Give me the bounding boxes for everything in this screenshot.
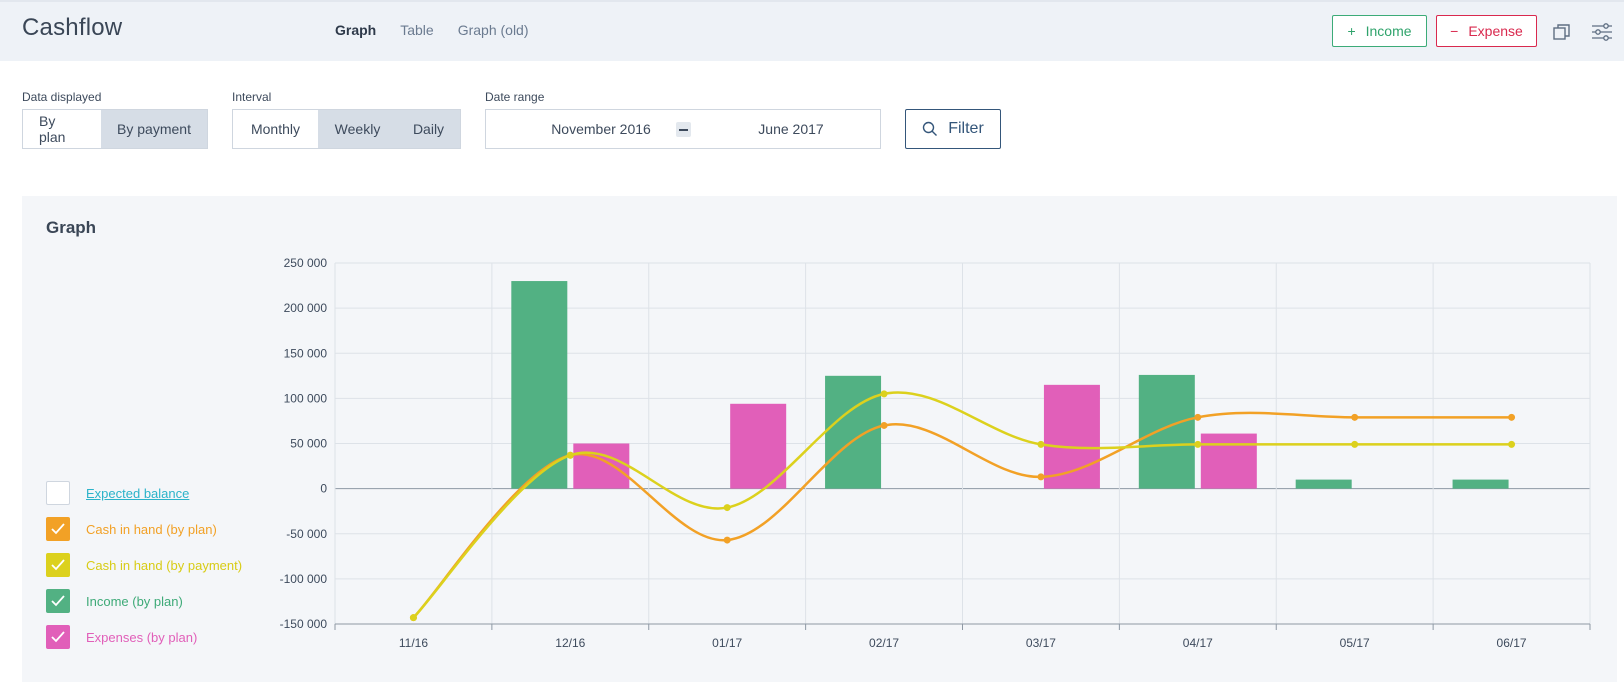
line-point (566, 451, 574, 459)
date-range-label: Date range (485, 90, 545, 104)
income-bar (825, 375, 882, 489)
y-tick-label: 50 000 (290, 437, 327, 451)
x-tick-label: 11/16 (399, 636, 428, 650)
x-tick-label: 03/17 (1026, 636, 1056, 650)
y-tick-label: 0 (320, 482, 327, 496)
add-expense-label: Expense (1468, 23, 1523, 39)
income-bar (1452, 479, 1509, 489)
data-displayed-label: Data displayed (22, 90, 102, 104)
expense-bar (573, 443, 630, 489)
legend-item-cash-payment[interactable]: Cash in hand (by payment) (46, 547, 242, 583)
x-tick-label: 04/17 (1183, 636, 1213, 650)
x-tick-label: 12/16 (555, 636, 585, 650)
line-point (1351, 413, 1359, 421)
legend-item-cash-plan[interactable]: Cash in hand (by plan) (46, 511, 242, 547)
tab-graph-old[interactable]: Graph (old) (457, 22, 529, 38)
legend-label: Cash in hand (by plan) (86, 521, 217, 537)
line-point (723, 504, 731, 512)
graph-title: Graph (46, 218, 97, 237)
y-tick-label: -150 000 (280, 617, 328, 631)
line-point (1508, 413, 1516, 421)
y-tick-label: -50 000 (286, 527, 327, 541)
data-displayed-toggle: By plan By payment (22, 109, 208, 149)
checkbox-checked-icon[interactable] (46, 553, 70, 577)
range-separator-icon (676, 122, 691, 137)
line-point (880, 390, 888, 398)
y-tick-label: -100 000 (280, 572, 328, 586)
legend-item-expected-balance[interactable]: Expected balance (46, 475, 242, 511)
daily-option[interactable]: Daily (397, 110, 460, 148)
y-tick-label: 150 000 (284, 346, 328, 360)
tab-table[interactable]: Table (400, 22, 434, 38)
y-tick-label: 200 000 (284, 301, 328, 315)
interval-label: Interval (232, 90, 272, 104)
line-point (723, 536, 731, 544)
line-point (1037, 440, 1045, 448)
line-point (409, 614, 417, 622)
legend-label: Expenses (by plan) (86, 629, 198, 645)
y-tick-label: 100 000 (284, 391, 328, 405)
by-plan-option[interactable]: By plan (39, 113, 66, 145)
filter-button[interactable]: Filter (905, 109, 1001, 149)
legend-label: Cash in hand (by payment) (86, 557, 243, 573)
checkbox-checked-icon[interactable] (46, 589, 70, 613)
filter-label: Filter (948, 120, 984, 137)
expense-bar (1200, 433, 1257, 489)
income-bar (511, 281, 568, 489)
monthly-option[interactable]: Monthly (250, 121, 301, 137)
x-tick-label: 05/17 (1340, 636, 1370, 650)
line-point (880, 421, 888, 429)
expense-bar (730, 403, 787, 489)
legend-item-income[interactable]: Income (by plan) (46, 583, 242, 619)
by-payment-option[interactable]: By payment (101, 110, 207, 148)
income-bar (1138, 374, 1195, 489)
x-tick-label: 01/17 (712, 636, 742, 650)
legend-label: Income (by plan) (86, 593, 183, 609)
interval-toggle: Monthly Weekly Daily (232, 109, 461, 149)
legend-item-expenses[interactable]: Expenses (by plan) (46, 619, 242, 655)
date-from-input[interactable]: November 2016 (551, 121, 651, 137)
add-expense-button[interactable]: − Expense (1436, 15, 1537, 47)
page-title: Cashflow (22, 14, 123, 41)
tab-graph[interactable]: Graph (335, 22, 377, 38)
cashflow-chart: 250 000 200 000 150 000 100 000 50 000 0 -50 0… (280, 256, 1591, 650)
add-income-label: Income (1365, 23, 1412, 39)
checkbox-checked-icon[interactable] (46, 517, 70, 541)
plus-icon: + (1347, 23, 1356, 39)
x-tick-label: 02/17 (869, 636, 899, 650)
income-bar (1295, 479, 1352, 489)
top-bar: Cashflow Graph Table Graph (old) + Incom… (0, 0, 1624, 61)
y-tick-label: 250 000 (284, 256, 328, 270)
checkbox-checked-icon[interactable] (46, 625, 70, 649)
minus-icon: − (1450, 23, 1459, 39)
copy-icon[interactable] (1550, 20, 1574, 44)
line-point (1194, 440, 1202, 448)
line-point (1351, 440, 1359, 448)
expense-bar (1043, 384, 1100, 489)
x-tick-label: 06/17 (1497, 636, 1527, 650)
chart-legend: Expected balance Cash in hand (by plan) … (46, 475, 242, 655)
line-point (1194, 413, 1202, 421)
legend-label[interactable]: Expected balance (86, 485, 190, 501)
add-income-button[interactable]: + Income (1332, 15, 1427, 47)
date-range-picker: November 2016 June 2017 (485, 109, 881, 149)
view-tabs: Graph Table Graph (old) (335, 22, 529, 38)
line-point (1508, 440, 1516, 448)
line-point (1037, 473, 1045, 481)
date-to-input[interactable]: June 2017 (758, 121, 824, 137)
search-icon (923, 121, 938, 136)
weekly-option[interactable]: Weekly (318, 110, 397, 148)
checkbox-empty-icon[interactable] (46, 481, 70, 505)
settings-sliders-icon[interactable] (1590, 20, 1614, 44)
graph-card: Graph Expected balance Cash in hand (by … (22, 196, 1617, 682)
